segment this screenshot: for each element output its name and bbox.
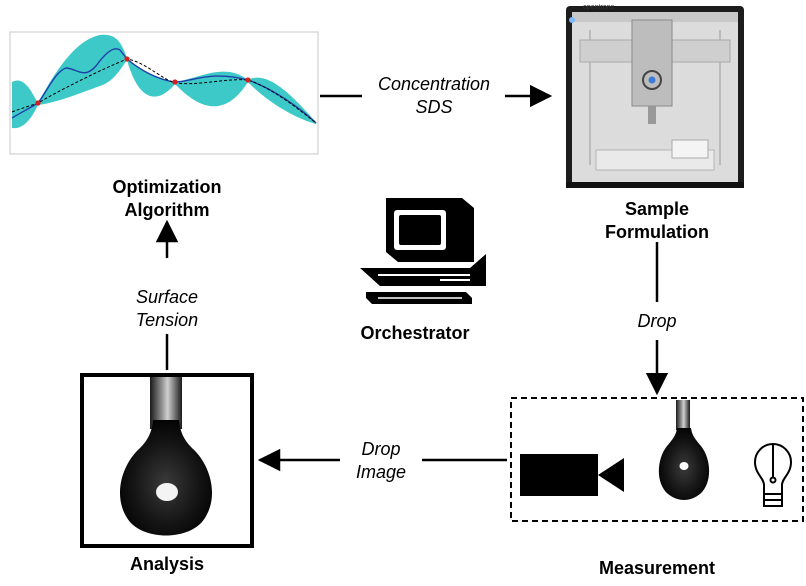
orchestrator-label: Orchestrator	[360, 323, 470, 343]
edge-label-concentration: Concentration SDS	[362, 73, 506, 118]
optimization-label-line2: Algorithm	[124, 199, 210, 220]
edge-label-surface-line1: Surface	[135, 287, 199, 307]
camera-icon	[520, 454, 624, 496]
robot-brand: opentrons	[583, 4, 615, 11]
edge-label-drop-image-line1: Drop	[361, 439, 401, 459]
gp-sample-point	[172, 79, 178, 85]
edge-label-drop-image-line2: Image	[355, 461, 407, 482]
optimization-label: Optimization Algorithm	[96, 176, 238, 221]
gp-sample-point	[35, 100, 41, 106]
edge-label-concentration-line1: Concentration	[377, 74, 491, 94]
gp-sample-point	[124, 56, 130, 62]
liquid-handler-robot	[566, 6, 744, 188]
edge-label-concentration-line2: SDS	[415, 96, 453, 117]
gp-sample-point	[245, 77, 251, 83]
lightbulb-icon	[753, 443, 793, 507]
measurement-box	[510, 397, 804, 522]
measurement-label: Measurement	[598, 558, 716, 578]
flow-arrows	[155, 84, 669, 472]
gp-confidence-band	[12, 34, 316, 129]
pendant-drop-icon	[658, 400, 710, 500]
robot-pipette-head	[631, 19, 673, 107]
sample-label-line2: Formulation	[605, 221, 709, 242]
edge-label-drop-image: Drop Image	[340, 438, 422, 483]
analysis-image	[80, 373, 254, 548]
edge-label-surface-line2: Tension	[135, 309, 199, 330]
optimization-label-line1: Optimization	[112, 177, 222, 197]
gp-mean-line	[11, 48, 317, 124]
computer-icon	[360, 198, 486, 304]
gp-plot	[9, 31, 319, 155]
sample-label-line1: Sample	[624, 199, 690, 219]
edge-label-drop: Drop	[637, 311, 677, 331]
analysis-drop	[119, 420, 213, 536]
analysis-label: Analysis	[129, 554, 205, 574]
sample-label: Sample Formulation	[590, 198, 724, 243]
edge-label-surface-tension: Surface Tension	[118, 286, 216, 331]
